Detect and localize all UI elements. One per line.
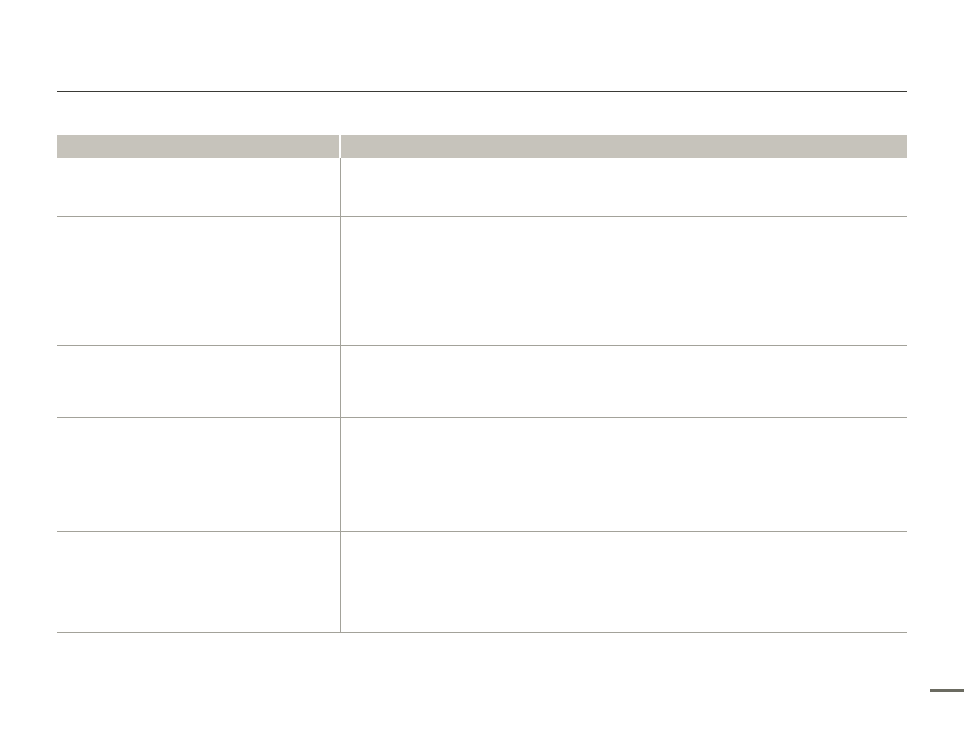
page-marker: [930, 689, 964, 692]
table-cell: [57, 418, 340, 531]
table-cell: [340, 346, 907, 417]
table-cell: [340, 418, 907, 531]
table-cell: [57, 158, 340, 216]
table-row: [57, 158, 907, 217]
table-header: [57, 135, 907, 158]
table-cell: [57, 532, 340, 632]
table-cell: [57, 346, 340, 417]
table-cell: [340, 217, 907, 345]
table-row: [57, 418, 907, 532]
table-cell: [57, 217, 340, 345]
header-cell-1: [57, 135, 339, 158]
table-cell: [340, 532, 907, 632]
table-row: [57, 346, 907, 418]
top-rule: [57, 91, 907, 92]
header-cell-2: [341, 135, 907, 158]
table-row: [57, 217, 907, 346]
content-table: [57, 135, 907, 633]
table-row: [57, 532, 907, 633]
table-cell: [340, 158, 907, 216]
